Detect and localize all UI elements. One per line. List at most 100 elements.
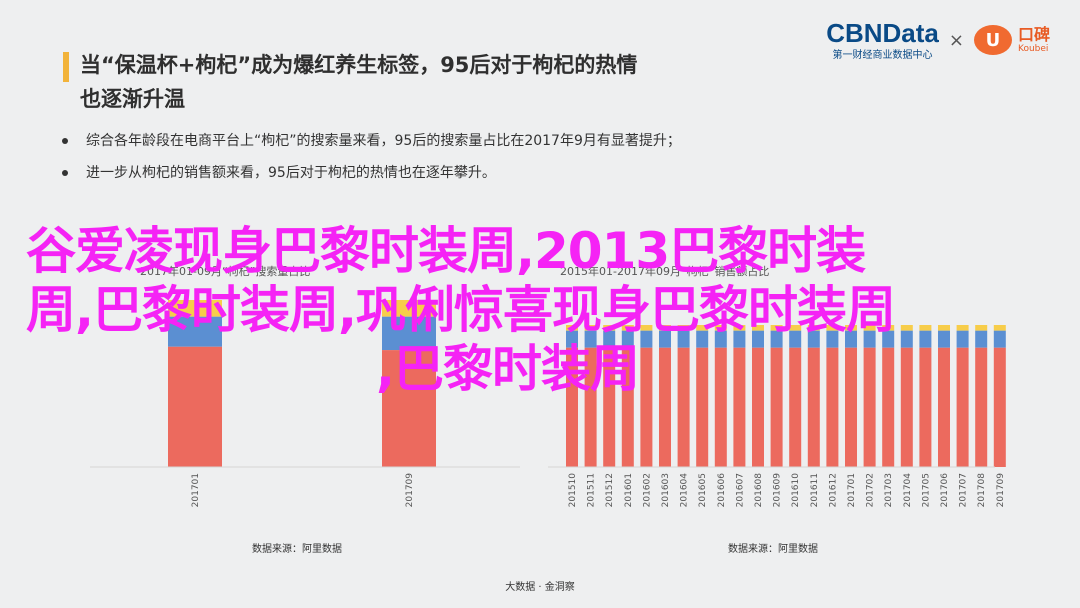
chart-1-bar-201701-s2 [845, 325, 857, 331]
chart-1-tick-label: 201605 [698, 473, 708, 507]
chart-1-tick-label: 201511 [587, 473, 597, 507]
bullet-dot [62, 170, 68, 176]
cbndata-name: CBNData [826, 17, 939, 48]
koubei-logo: U 口碑 Koubei [973, 25, 1050, 55]
chart-1-bar-201709-s0 [993, 347, 1006, 467]
chart-1-tick-label: 201512 [605, 473, 615, 507]
chart-1-bar-201512-s0 [603, 347, 616, 467]
cbndata-subtitle: 第一财经商业数据中心 [832, 49, 933, 61]
chart-1-tick-label: 201707 [959, 473, 969, 507]
chart-1-bar-201709-s2 [993, 325, 1006, 331]
left-chart-source: 数据来源：阿里数据 [252, 544, 342, 555]
chart-1-bar-201602-s0 [640, 347, 653, 467]
chart-1-bar-201708-s2 [975, 325, 988, 331]
chart-1-tick-label: 201609 [773, 473, 783, 508]
chart-1-bar-201705-s1 [919, 330, 932, 348]
chart-1-tick-label: 201603 [661, 473, 671, 507]
chart-1-bar-201607-s2 [733, 325, 746, 331]
koubei-glyph: U [985, 29, 1001, 51]
chart-1-bar-201603-s0 [659, 347, 671, 467]
chart-1-bar-201609-s1 [770, 330, 783, 348]
chart-1-bar-201703-s0 [882, 347, 895, 467]
bullet-list: 综合各年龄段在电商平台上“枸杞”的搜索量来看，95后的搜索量占比在2017年9月… [62, 130, 681, 194]
chart-0-bar-201701-s2 [168, 300, 222, 317]
chart-1-bar-201606-s0 [714, 347, 727, 467]
chart-1-bar-201704-s1 [900, 330, 913, 348]
chart-1-bar-201511-s1 [584, 330, 597, 348]
chart-1-bar-201705-s0 [919, 347, 932, 467]
overlay-headline: 谷爱凌现身巴黎时装周,2013巴黎时装 周,巴黎时装周,巩俐惊喜现身巴黎时装周 … [26, 222, 1016, 399]
right-chart-source: 数据来源：阿里数据 [728, 544, 818, 555]
chart-1-bar-201604-s2 [677, 325, 690, 331]
chart-1-bar-201511-s2 [584, 325, 597, 331]
chart-1-bar-201601-s1 [621, 330, 634, 348]
chart-1-bar-201707-s1 [956, 330, 969, 348]
chart-1-bar-201705-s2 [919, 325, 932, 331]
chart-1-bar-201611-s2 [807, 325, 820, 331]
chart-1-bar-201610-s2 [789, 325, 802, 331]
bullet-item: 综合各年龄段在电商平台上“枸杞”的搜索量来看，95后的搜索量占比在2017年9月… [62, 130, 681, 162]
chart-1-bar-201704-s0 [900, 347, 913, 467]
chart-1-bar-201607-s0 [733, 347, 746, 467]
chart-1-bar-201610-s1 [789, 330, 802, 348]
chart-1-bar-201510-s1 [566, 330, 578, 348]
bullet-item: 进一步从枸杞的销售额来看，95后对于枸杞的热情也在逐年攀升。 [62, 162, 681, 194]
chart-1-bar-201703-s1 [882, 330, 895, 348]
chart-1-tick-label: 201703 [884, 473, 894, 507]
chart-1-bar-201510-s0 [566, 347, 578, 467]
chart-1-tick-label: 201612 [828, 473, 838, 507]
chart-1-tick-label: 201610 [791, 473, 801, 508]
chart-1-bar-201701-s1 [845, 330, 857, 348]
chart-1-bar-201709-s1 [993, 330, 1006, 348]
left-chart-legend-fragment: 2017年01-09月“枸杞”搜索量占比 [140, 264, 310, 278]
chart-0-tick-label: 201709 [405, 473, 415, 508]
chart-1-bar-201706-s0 [938, 347, 950, 467]
chart-1-bar-201511-s0 [584, 347, 597, 467]
chart-1-bar-201608-s2 [752, 325, 764, 331]
chart-1-bar-201609-s0 [770, 347, 783, 467]
chart-0-bar-201709-s1 [382, 316, 436, 351]
chart-1-bar-201601-s2 [621, 325, 634, 331]
chart-1-tick-label: 201702 [866, 473, 876, 507]
chart-1-bar-201512-s2 [603, 325, 616, 331]
right-chart-legend-fragment: 2015年01-2017年09月“枸杞”销售额占比 [560, 264, 769, 278]
bullet-text: 进一步从枸杞的销售额来看，95后对于枸杞的热情也在逐年攀升。 [86, 165, 496, 181]
chart-0-bar-201709-s0 [382, 350, 436, 467]
chart-1-bar-201703-s2 [882, 325, 895, 331]
chart-1-bar-201702-s1 [863, 330, 876, 348]
chart-1-tick-label: 201705 [921, 473, 931, 507]
chart-0-bar-201701-s1 [168, 316, 222, 347]
title-accent-bar [63, 52, 69, 82]
title-line-1: 当“保温杯+枸杞”成为爆红养生标签，95后对于枸杞的热情 [80, 53, 638, 77]
overlay-line-3: ,巴黎时装周 [376, 340, 640, 398]
koubei-name: 口碑 [1017, 25, 1050, 44]
chart-1-tick-label: 201611 [810, 473, 820, 507]
chart-1-bar-201603-s1 [659, 330, 671, 348]
slide-title: 当“保温杯+枸杞”成为爆红养生标签，95后对于枸杞的热情 也逐渐升温 [80, 48, 780, 116]
koubei-icon: U [973, 25, 1012, 55]
chart-1-bar-201707-s2 [956, 325, 969, 331]
logo-group: CBNData 第一财经商业数据中心 × U 口碑 Koubei [826, 20, 1050, 61]
chart-1-bar-201611-s1 [807, 330, 820, 348]
chart-1-bar-201610-s0 [789, 347, 802, 467]
chart-1-tick-label: 201510 [568, 473, 578, 508]
chart-1-bar-201707-s0 [956, 347, 969, 467]
chart-1-bar-201702-s0 [863, 347, 876, 467]
chart-1-bar-201706-s2 [938, 325, 950, 331]
chart-1-tick-label: 201602 [642, 473, 652, 507]
bullet-dot [62, 138, 68, 144]
chart-1-bar-201708-s1 [975, 330, 988, 348]
chart-1-bar-201606-s2 [714, 325, 727, 331]
chart-1-tick-label: 201607 [735, 473, 745, 507]
chart-1-bar-201704-s2 [900, 325, 913, 331]
title-line-2: 也逐渐升温 [80, 87, 185, 111]
chart-0-bar-201701-s0 [168, 346, 222, 467]
cbndata-logo: CBNData 第一财经商业数据中心 [826, 20, 939, 61]
overlay-line-2: 周,巴黎时装周,巩俐惊喜现身巴黎时装周 [26, 281, 896, 339]
chart-1-tick-label: 201704 [903, 473, 913, 508]
chart-1-tick-label: 201701 [847, 473, 857, 507]
chart-1-bar-201612-s0 [826, 347, 839, 467]
chart-1-bar-201708-s0 [975, 347, 988, 467]
chart-1-bar-201612-s1 [826, 330, 839, 348]
